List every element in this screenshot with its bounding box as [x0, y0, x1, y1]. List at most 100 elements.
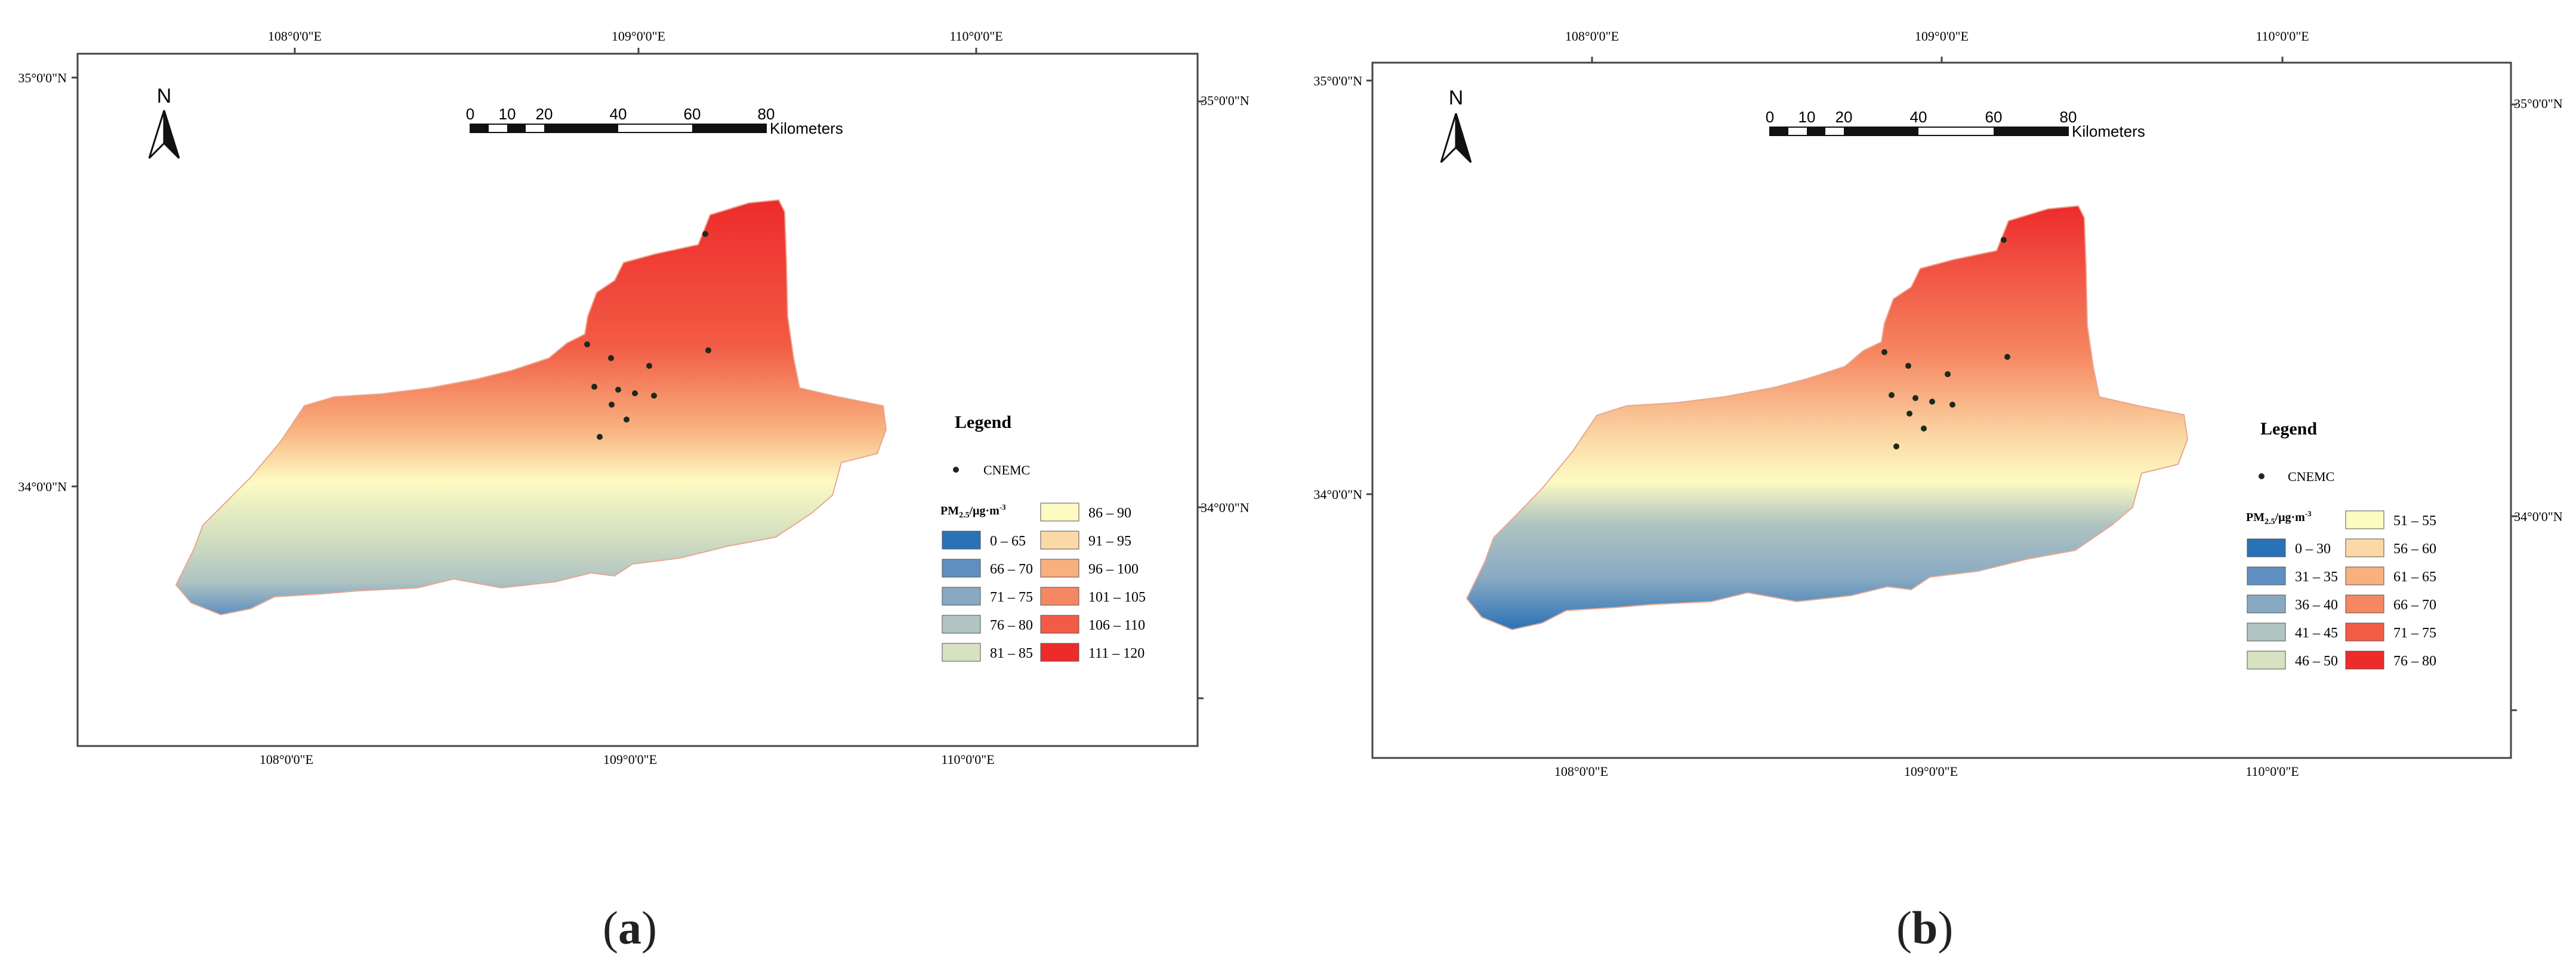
grid-label-bottom-2: 109°0'0"E: [1904, 764, 1958, 779]
grid-label-left-2: 34°0'0"N: [1313, 487, 1362, 502]
grid-label-right-1: 35°0'0"N: [2514, 96, 2563, 111]
grid-label-bottom-1: 108°0'0"E: [1554, 764, 1608, 779]
grid-label-left-2: 34°0'0"N: [18, 479, 67, 494]
scale-unit: Kilometers: [2072, 122, 2145, 140]
pm25-raster-region: [1466, 205, 2189, 631]
legend-class-8: 66 – 70: [2345, 594, 2436, 614]
grid-label-left-1: 35°0'0"N: [1313, 73, 1362, 88]
cnemc-stations: [584, 231, 711, 440]
svg-text:61 – 65: 61 – 65: [2393, 569, 2436, 585]
svg-text:86 – 90: 86 – 90: [1088, 505, 1131, 521]
legend-class-1: 31 – 35: [2247, 566, 2338, 585]
grid-label-top-3: 110°0'0"E: [949, 29, 1002, 44]
grid-label-left-1: 35°0'0"N: [18, 70, 67, 85]
map-panel-a: 108°0'0"E 109°0'0"E 110°0'0"E 108°0'0"E …: [18, 29, 1250, 767]
svg-text:76 – 80: 76 – 80: [990, 618, 1033, 633]
svg-text:101 – 105: 101 – 105: [1088, 590, 1146, 605]
scale-tick-80: 80: [2060, 108, 2077, 126]
svg-text:31 – 35: 31 – 35: [2295, 569, 2338, 585]
svg-text:N: N: [157, 85, 172, 107]
map-legend: Legend CNEMC PM2.5/μg·m-3 0 – 65 66 – 70…: [940, 412, 1146, 662]
legend-class-3: 41 – 45: [2247, 622, 2338, 642]
legend-point-label: CNEMC: [983, 463, 1030, 477]
svg-text:N: N: [1449, 87, 1464, 109]
scale-tick-80: 80: [758, 105, 775, 123]
scale-tick-0: 0: [1766, 108, 1774, 126]
grid-label-bottom-2: 109°0'0"E: [603, 752, 657, 767]
grid-label-top-2: 109°0'0"E: [612, 29, 665, 44]
legend-class-9: 71 – 75: [2345, 622, 2436, 642]
grid-label-right-2: 34°0'0"N: [2514, 509, 2563, 524]
map-legend: Legend CNEMC PM2.5/μg·m-3 0 – 30 31 – 35…: [2246, 419, 2436, 670]
legend-class-1: 66 – 70: [942, 559, 1033, 578]
legend-title: Legend: [2260, 419, 2317, 439]
cnemc-point-icon: [2259, 473, 2265, 479]
grid-label-top-1: 108°0'0"E: [268, 29, 322, 44]
svg-text:106 – 110: 106 – 110: [1088, 618, 1145, 633]
svg-text:41 – 45: 41 – 45: [2295, 625, 2338, 641]
svg-text:81 – 85: 81 – 85: [990, 646, 1033, 661]
scale-tick-10: 10: [499, 105, 516, 123]
cnemc-point-icon: [953, 467, 959, 473]
svg-text:91 – 95: 91 – 95: [1088, 534, 1131, 549]
legend-class-2: 71 – 75: [942, 587, 1033, 606]
legend-class-4: 81 – 85: [942, 643, 1033, 662]
svg-text:76 – 80: 76 – 80: [2393, 654, 2436, 669]
north-arrow-icon: N: [1440, 87, 1472, 164]
scale-bar: 0 10 20 40 60 80 Kilometers: [1766, 108, 2145, 140]
pm25-raster-region: [175, 199, 887, 616]
legend-class-2: 36 – 40: [2247, 594, 2338, 614]
grid-label-top-2: 109°0'0"E: [1915, 29, 1969, 44]
scale-tick-40: 40: [610, 105, 627, 123]
legend-class-7: 61 – 65: [2345, 566, 2436, 585]
grid-label-bottom-1: 108°0'0"E: [260, 752, 313, 767]
legend-class-6: 56 – 60: [2345, 538, 2436, 557]
svg-text:46 – 50: 46 – 50: [2295, 654, 2338, 669]
grid-label-right-2: 34°0'0"N: [1201, 500, 1250, 515]
legend-title: Legend: [955, 412, 1011, 432]
scale-bar: 0 10 20 40 60 80 Kilometers: [466, 105, 843, 137]
panel-caption-a: (a): [603, 902, 657, 954]
svg-text:66 – 70: 66 – 70: [2393, 597, 2436, 613]
svg-text:71 – 75: 71 – 75: [2393, 625, 2436, 641]
map-panel-b: 108°0'0"E 109°0'0"E 110°0'0"E 108°0'0"E …: [1313, 29, 2563, 779]
scale-tick-40: 40: [1910, 108, 1927, 126]
grid-label-bottom-3: 110°0'0"E: [941, 752, 994, 767]
svg-text:66 – 70: 66 – 70: [990, 562, 1033, 577]
legend-class-5: 86 – 90: [1040, 503, 1131, 522]
scale-tick-20: 20: [1835, 108, 1853, 126]
legend-class-6: 91 – 95: [1040, 531, 1131, 550]
legend-class-8: 101 – 105: [1040, 587, 1146, 606]
scale-tick-0: 0: [466, 105, 474, 123]
legend-class-3: 76 – 80: [942, 615, 1033, 634]
legend-class-0: 0 – 65: [942, 531, 1026, 550]
cnemc-stations: [1881, 237, 2010, 449]
svg-text:0 – 30: 0 – 30: [2295, 541, 2331, 557]
svg-text:96 – 100: 96 – 100: [1088, 562, 1139, 577]
grid-label-bottom-3: 110°0'0"E: [2245, 764, 2299, 779]
svg-text:0 – 65: 0 – 65: [990, 534, 1026, 549]
legend-class-10: 111 – 120: [1040, 643, 1144, 662]
scale-tick-60: 60: [684, 105, 701, 123]
grid-label-top-1: 108°0'0"E: [1565, 29, 1619, 44]
scale-tick-20: 20: [536, 105, 553, 123]
legend-pm-label: PM2.5/μg·m-3: [940, 503, 1006, 520]
panel-caption-b: (b): [1896, 902, 1954, 954]
legend-class-10: 76 – 80: [2345, 651, 2436, 670]
legend-pm-label: PM2.5/μg·m-3: [2246, 509, 2312, 526]
legend-class-4: 46 – 50: [2247, 651, 2338, 670]
svg-text:56 – 60: 56 – 60: [2393, 541, 2436, 557]
legend-class-0: 0 – 30: [2247, 538, 2331, 557]
svg-text:51 – 55: 51 – 55: [2393, 513, 2436, 529]
svg-text:71 – 75: 71 – 75: [990, 590, 1033, 605]
legend-class-7: 96 – 100: [1040, 559, 1139, 578]
scale-tick-60: 60: [1985, 108, 2003, 126]
scale-unit: Kilometers: [770, 119, 843, 137]
scale-tick-10: 10: [1798, 108, 1816, 126]
legend-class-5: 51 – 55: [2345, 510, 2436, 529]
svg-text:111 – 120: 111 – 120: [1088, 646, 1144, 661]
legend-point-label: CNEMC: [2288, 469, 2334, 484]
north-arrow-icon: N: [148, 85, 180, 159]
grid-label-top-3: 110°0'0"E: [2256, 29, 2309, 44]
grid-label-right-1: 35°0'0"N: [1201, 93, 1250, 108]
